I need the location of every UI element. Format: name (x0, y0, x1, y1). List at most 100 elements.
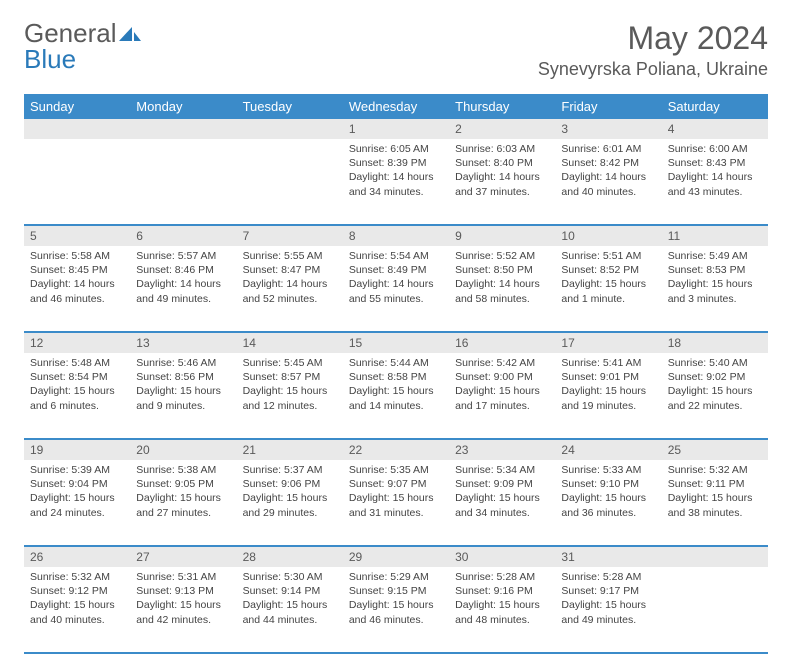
day-number-cell (662, 546, 768, 567)
day-number-cell: 15 (343, 332, 449, 353)
day-cell-content: Sunrise: 5:44 AMSunset: 8:58 PMDaylight:… (343, 353, 449, 419)
day-number-cell: 23 (449, 439, 555, 460)
day-cell: Sunrise: 5:45 AMSunset: 8:57 PMDaylight:… (237, 353, 343, 439)
day-number-cell: 26 (24, 546, 130, 567)
day-cell: Sunrise: 6:01 AMSunset: 8:42 PMDaylight:… (555, 139, 661, 225)
day-number-cell: 11 (662, 225, 768, 246)
day-number-cell: 8 (343, 225, 449, 246)
day-cell-content: Sunrise: 5:35 AMSunset: 9:07 PMDaylight:… (343, 460, 449, 526)
day-cell-content: Sunrise: 5:34 AMSunset: 9:09 PMDaylight:… (449, 460, 555, 526)
day-cell: Sunrise: 5:52 AMSunset: 8:50 PMDaylight:… (449, 246, 555, 332)
day-cell: Sunrise: 5:28 AMSunset: 9:16 PMDaylight:… (449, 567, 555, 653)
logo-sail-icon (119, 20, 143, 46)
day-cell: Sunrise: 5:28 AMSunset: 9:17 PMDaylight:… (555, 567, 661, 653)
day-cell: Sunrise: 5:49 AMSunset: 8:53 PMDaylight:… (662, 246, 768, 332)
day-cell-content: Sunrise: 5:30 AMSunset: 9:14 PMDaylight:… (237, 567, 343, 633)
day-cell (237, 139, 343, 225)
day-cell-content: Sunrise: 5:58 AMSunset: 8:45 PMDaylight:… (24, 246, 130, 312)
day-number-cell: 18 (662, 332, 768, 353)
weekday-header: Thursday (449, 94, 555, 119)
day-cell-content: Sunrise: 5:49 AMSunset: 8:53 PMDaylight:… (662, 246, 768, 312)
day-cell: Sunrise: 6:00 AMSunset: 8:43 PMDaylight:… (662, 139, 768, 225)
day-cell-content: Sunrise: 5:55 AMSunset: 8:47 PMDaylight:… (237, 246, 343, 312)
day-cell-content: Sunrise: 5:28 AMSunset: 9:17 PMDaylight:… (555, 567, 661, 633)
day-cell-content: Sunrise: 5:46 AMSunset: 8:56 PMDaylight:… (130, 353, 236, 419)
day-cell-content: Sunrise: 6:00 AMSunset: 8:43 PMDaylight:… (662, 139, 768, 205)
day-cell-content: Sunrise: 6:01 AMSunset: 8:42 PMDaylight:… (555, 139, 661, 205)
day-cell-content: Sunrise: 5:32 AMSunset: 9:11 PMDaylight:… (662, 460, 768, 526)
day-cell-content: Sunrise: 5:45 AMSunset: 8:57 PMDaylight:… (237, 353, 343, 419)
header: GeneralBlue May 2024 Synevyrska Poliana,… (24, 20, 768, 80)
day-cell-content: Sunrise: 5:54 AMSunset: 8:49 PMDaylight:… (343, 246, 449, 312)
day-cell-content: Sunrise: 5:29 AMSunset: 9:15 PMDaylight:… (343, 567, 449, 633)
day-cell: Sunrise: 5:54 AMSunset: 8:49 PMDaylight:… (343, 246, 449, 332)
day-number-cell (130, 119, 236, 139)
logo-text-2: Blue (24, 44, 76, 74)
day-number-cell: 1 (343, 119, 449, 139)
day-cell-content: Sunrise: 5:32 AMSunset: 9:12 PMDaylight:… (24, 567, 130, 633)
day-cell: Sunrise: 5:44 AMSunset: 8:58 PMDaylight:… (343, 353, 449, 439)
day-cell: Sunrise: 5:30 AMSunset: 9:14 PMDaylight:… (237, 567, 343, 653)
day-number-cell: 5 (24, 225, 130, 246)
day-cell-content: Sunrise: 5:37 AMSunset: 9:06 PMDaylight:… (237, 460, 343, 526)
day-cell-content: Sunrise: 6:05 AMSunset: 8:39 PMDaylight:… (343, 139, 449, 205)
day-number-cell: 31 (555, 546, 661, 567)
day-cell-content: Sunrise: 5:40 AMSunset: 9:02 PMDaylight:… (662, 353, 768, 419)
day-cell: Sunrise: 6:03 AMSunset: 8:40 PMDaylight:… (449, 139, 555, 225)
day-cell-content: Sunrise: 5:39 AMSunset: 9:04 PMDaylight:… (24, 460, 130, 526)
day-cell: Sunrise: 5:34 AMSunset: 9:09 PMDaylight:… (449, 460, 555, 546)
day-cell: Sunrise: 5:55 AMSunset: 8:47 PMDaylight:… (237, 246, 343, 332)
day-cell: Sunrise: 5:29 AMSunset: 9:15 PMDaylight:… (343, 567, 449, 653)
day-cell: Sunrise: 5:58 AMSunset: 8:45 PMDaylight:… (24, 246, 130, 332)
day-number-cell: 28 (237, 546, 343, 567)
day-cell (662, 567, 768, 653)
day-cell: Sunrise: 5:31 AMSunset: 9:13 PMDaylight:… (130, 567, 236, 653)
day-cell: Sunrise: 5:57 AMSunset: 8:46 PMDaylight:… (130, 246, 236, 332)
weekday-header: Monday (130, 94, 236, 119)
day-number-cell: 12 (24, 332, 130, 353)
day-number-cell: 17 (555, 332, 661, 353)
weekday-header: Friday (555, 94, 661, 119)
day-cell: Sunrise: 5:32 AMSunset: 9:11 PMDaylight:… (662, 460, 768, 546)
day-cell: Sunrise: 5:33 AMSunset: 9:10 PMDaylight:… (555, 460, 661, 546)
day-number-cell: 4 (662, 119, 768, 139)
day-cell (130, 139, 236, 225)
day-number-cell: 30 (449, 546, 555, 567)
day-number-cell (237, 119, 343, 139)
day-cell: Sunrise: 5:42 AMSunset: 9:00 PMDaylight:… (449, 353, 555, 439)
day-cell: Sunrise: 5:39 AMSunset: 9:04 PMDaylight:… (24, 460, 130, 546)
day-cell: Sunrise: 5:37 AMSunset: 9:06 PMDaylight:… (237, 460, 343, 546)
location: Synevyrska Poliana, Ukraine (538, 59, 768, 80)
day-cell: Sunrise: 6:05 AMSunset: 8:39 PMDaylight:… (343, 139, 449, 225)
calendar-table: SundayMondayTuesdayWednesdayThursdayFrid… (24, 94, 768, 654)
day-number-cell: 19 (24, 439, 130, 460)
weekday-header: Sunday (24, 94, 130, 119)
day-cell: Sunrise: 5:32 AMSunset: 9:12 PMDaylight:… (24, 567, 130, 653)
day-cell-content: Sunrise: 5:41 AMSunset: 9:01 PMDaylight:… (555, 353, 661, 419)
day-cell: Sunrise: 5:40 AMSunset: 9:02 PMDaylight:… (662, 353, 768, 439)
day-number-cell: 7 (237, 225, 343, 246)
day-number-cell: 16 (449, 332, 555, 353)
day-number-cell: 14 (237, 332, 343, 353)
day-number-cell: 13 (130, 332, 236, 353)
day-cell: Sunrise: 5:46 AMSunset: 8:56 PMDaylight:… (130, 353, 236, 439)
day-number-cell: 21 (237, 439, 343, 460)
day-number-cell: 27 (130, 546, 236, 567)
day-cell: Sunrise: 5:51 AMSunset: 8:52 PMDaylight:… (555, 246, 661, 332)
day-cell-content: Sunrise: 5:48 AMSunset: 8:54 PMDaylight:… (24, 353, 130, 419)
day-number-cell: 25 (662, 439, 768, 460)
day-number-cell: 10 (555, 225, 661, 246)
logo: GeneralBlue (24, 20, 143, 72)
day-number-cell: 2 (449, 119, 555, 139)
day-cell-content: Sunrise: 5:31 AMSunset: 9:13 PMDaylight:… (130, 567, 236, 633)
day-number-cell: 29 (343, 546, 449, 567)
day-number-cell: 24 (555, 439, 661, 460)
title-block: May 2024 Synevyrska Poliana, Ukraine (538, 20, 768, 80)
day-number-cell: 3 (555, 119, 661, 139)
weekday-header: Saturday (662, 94, 768, 119)
month-title: May 2024 (538, 20, 768, 57)
weekday-header-row: SundayMondayTuesdayWednesdayThursdayFrid… (24, 94, 768, 119)
day-cell: Sunrise: 5:38 AMSunset: 9:05 PMDaylight:… (130, 460, 236, 546)
day-number-cell: 20 (130, 439, 236, 460)
day-number-cell: 6 (130, 225, 236, 246)
